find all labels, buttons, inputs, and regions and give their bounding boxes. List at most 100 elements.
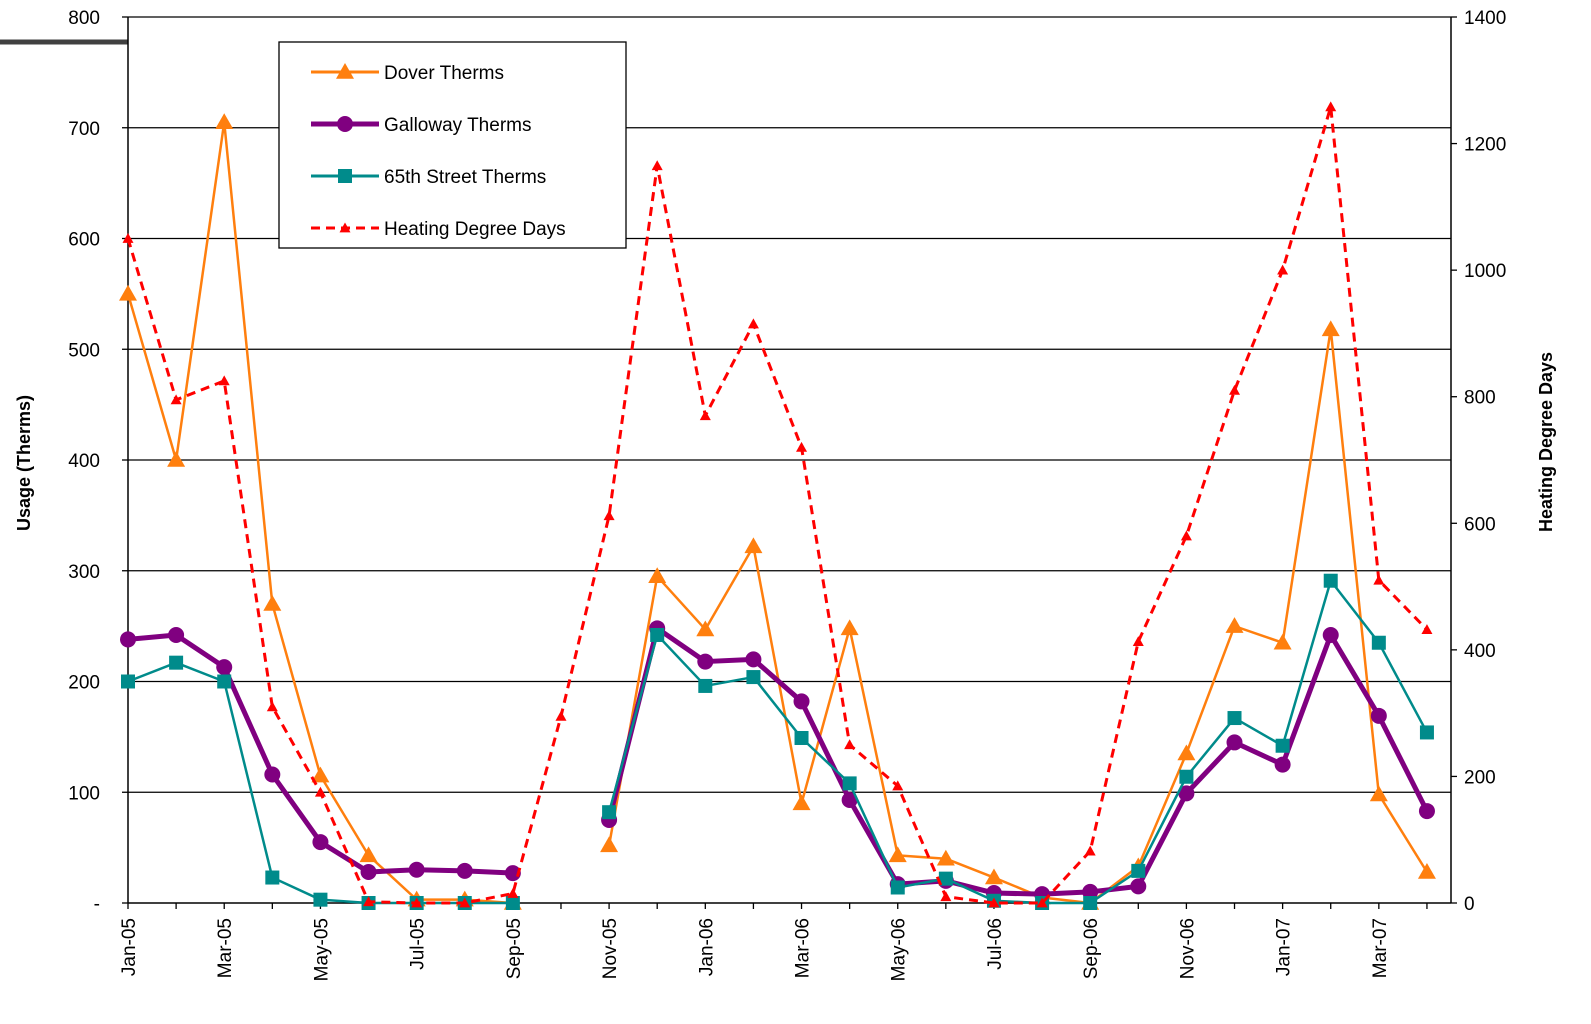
series-line (606, 625, 1430, 897)
left-tick-label: 600 (68, 230, 100, 251)
left-tick-label: 500 (68, 340, 100, 361)
x-tick-label: Jan-06 (696, 918, 717, 976)
left-tick-label: 300 (68, 562, 100, 583)
data-point (1178, 785, 1195, 802)
data-point (1180, 530, 1192, 541)
x-tick-label: Jul-05 (408, 918, 429, 970)
data-point (1084, 845, 1096, 856)
right-tick-label: 1400 (1464, 8, 1506, 29)
right-tick-label: 1000 (1464, 261, 1506, 282)
data-point (1421, 624, 1433, 635)
x-tick-label: Nov-06 (1177, 918, 1198, 979)
x-tick-label: May-06 (889, 918, 910, 981)
data-point (265, 870, 280, 885)
data-point (122, 233, 134, 243)
data-point (988, 897, 1000, 908)
legend-entry: Galloway Therms (311, 115, 531, 136)
data-point (1370, 707, 1387, 724)
data-point (648, 567, 667, 584)
data-point (1371, 635, 1386, 650)
data-point (892, 780, 904, 791)
x-tick-label: May-05 (311, 918, 332, 981)
data-point (603, 510, 615, 521)
legend-entry: Heating Degree Days (311, 219, 566, 240)
data-point (217, 674, 232, 689)
data-point (408, 861, 425, 878)
data-point (337, 116, 353, 132)
data-point (167, 451, 186, 467)
x-tick-label: Jul-06 (985, 918, 1006, 970)
data-point (840, 619, 859, 636)
data-point (507, 888, 519, 898)
data-point (555, 710, 567, 721)
data-point (1369, 785, 1388, 802)
data-point (263, 594, 282, 611)
legend: Dover Therms Galloway Therms 65th Street T… (278, 41, 627, 249)
data-point (938, 871, 953, 886)
data-point (1227, 711, 1242, 726)
series-line (607, 328, 1429, 905)
left-axis-title: Usage (Therms) (14, 395, 34, 531)
data-point (1083, 896, 1098, 910)
data-point (1179, 769, 1194, 784)
right-tick-label: 1200 (1464, 135, 1506, 156)
data-point (844, 739, 856, 750)
data-point (336, 63, 354, 79)
data-point (940, 891, 952, 902)
left-tick-label: 800 (68, 8, 100, 29)
data-point (313, 892, 328, 907)
legend-entry: Dover Therms (311, 63, 504, 84)
data-point (1226, 734, 1243, 751)
right-tick-label: 800 (1464, 388, 1496, 409)
data-point (841, 792, 858, 809)
data-point (793, 693, 810, 710)
data-point (216, 659, 233, 676)
data-point (1325, 101, 1337, 112)
data-point (984, 868, 1003, 885)
right-tick-label: 200 (1464, 767, 1496, 788)
legend-entry: 65th Street Therms (311, 167, 546, 188)
data-point (459, 897, 471, 908)
data-point (1419, 725, 1434, 740)
legend-box (278, 41, 627, 249)
data-point (1131, 863, 1146, 878)
series-line (126, 105, 1429, 905)
data-point (504, 865, 521, 882)
series-line (127, 661, 513, 905)
data-point (1177, 744, 1196, 761)
right-axis-title: Heating Degree Days (1536, 352, 1556, 532)
data-point (936, 849, 955, 866)
data-point (696, 620, 715, 637)
data-point (338, 169, 352, 183)
right-tick-label: 600 (1464, 514, 1496, 535)
data-point (747, 318, 759, 329)
x-tick-label: Sep-05 (504, 918, 525, 979)
data-point (360, 863, 377, 880)
data-point (411, 897, 423, 908)
data-point (1322, 626, 1339, 643)
data-point (120, 631, 136, 648)
x-tick-label: Mar-05 (215, 918, 236, 978)
data-point (698, 678, 713, 693)
left-tick-label: - (94, 894, 100, 915)
legend-label: Heating Degree Days (384, 219, 566, 240)
data-point (746, 670, 761, 685)
legend-label: Galloway Therms (384, 115, 531, 136)
data-point (794, 730, 809, 745)
data-point (456, 862, 473, 879)
series-layer (119, 101, 1436, 910)
left-tick-label: 100 (68, 783, 100, 804)
data-point (890, 880, 905, 895)
data-point (1275, 738, 1290, 753)
data-point (796, 441, 808, 452)
x-tick-label: Mar-06 (793, 918, 814, 978)
data-point (1130, 878, 1147, 895)
data-point (602, 805, 617, 820)
data-point (314, 786, 326, 797)
right-axis-ticks: 0 200 400 600 800 1000 1200 1400 (1451, 8, 1506, 915)
data-point (1132, 636, 1144, 647)
data-point (1373, 574, 1385, 585)
data-point (119, 284, 137, 301)
x-tick-label: Mar-07 (1370, 918, 1391, 978)
